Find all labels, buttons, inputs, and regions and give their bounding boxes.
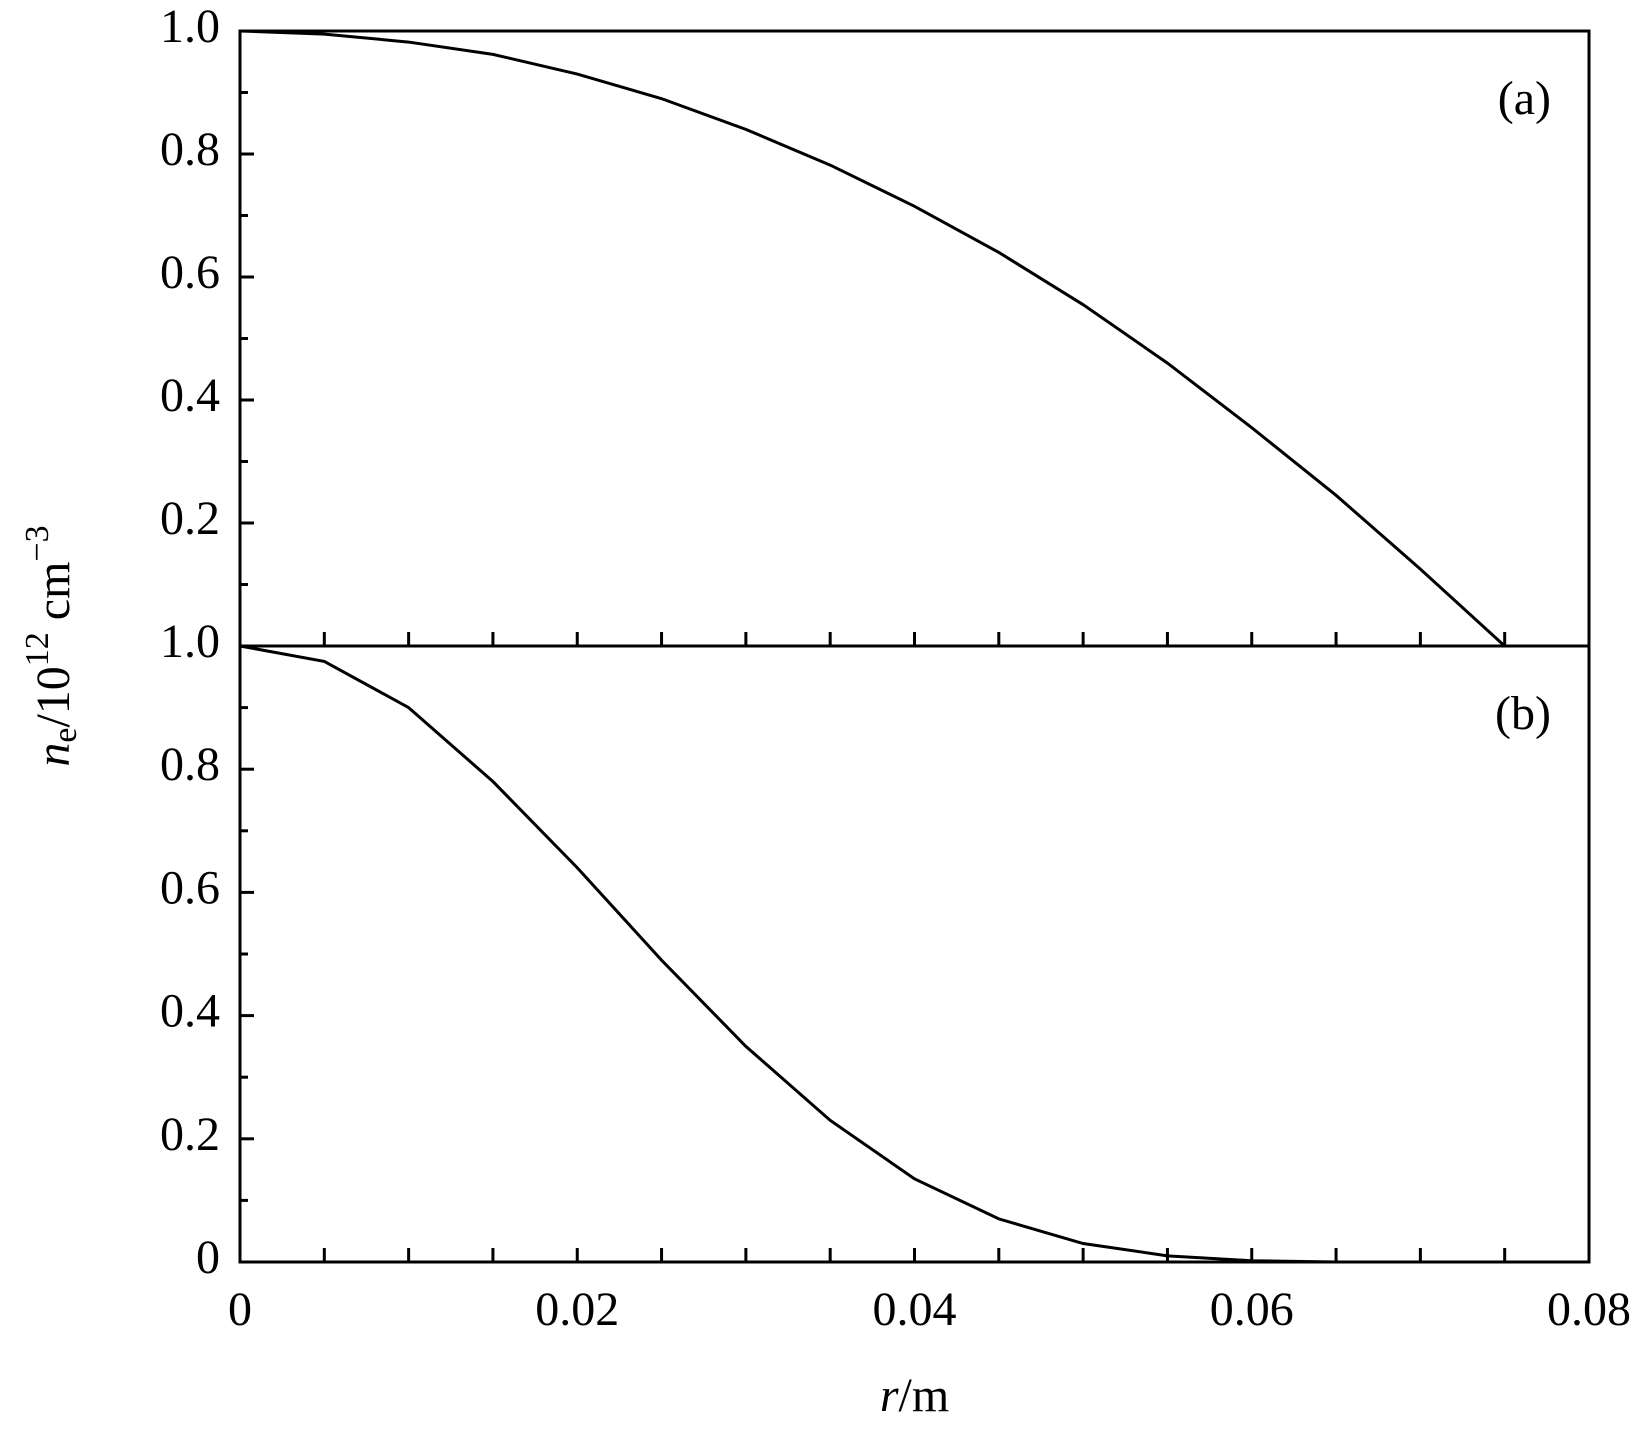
y-tick-label: 0.6 bbox=[160, 246, 220, 299]
panel-label: (a) bbox=[1498, 72, 1551, 125]
y-label-unit: cm bbox=[27, 562, 80, 633]
plot-frame bbox=[238, 29, 1591, 648]
data-line bbox=[239, 29, 1506, 648]
y-tick-label: 0.2 bbox=[160, 1108, 220, 1161]
y-tick-label: 0 bbox=[196, 1231, 220, 1284]
x-tick-label: 0.06 bbox=[1210, 1283, 1294, 1336]
y-label-sub: e bbox=[47, 728, 84, 743]
panel-label: (b) bbox=[1495, 687, 1551, 740]
x-label-unit: /m bbox=[899, 1369, 950, 1422]
x-axis-label: r/m bbox=[880, 1369, 949, 1422]
x-tick-label: 0.02 bbox=[535, 1283, 619, 1336]
y-axis-label: ne/1012 cm−3 bbox=[19, 525, 84, 766]
data-line bbox=[239, 644, 1337, 1264]
x-tick-label: 0.04 bbox=[873, 1283, 957, 1336]
y-tick-label: 0.8 bbox=[160, 738, 220, 791]
x-tick-label: 0 bbox=[228, 1283, 252, 1336]
x-label-var: r bbox=[880, 1369, 899, 1422]
y-tick-label: 1.0 bbox=[160, 615, 220, 668]
y-tick-label: 1.0 bbox=[160, 0, 220, 53]
y-label-sup: 12 bbox=[19, 632, 56, 666]
y-tick-label: 0.4 bbox=[160, 985, 220, 1038]
x-tick-label: 0.08 bbox=[1547, 1283, 1631, 1336]
y-label-mid: /10 bbox=[27, 666, 80, 727]
y-tick-label: 0.4 bbox=[160, 369, 220, 422]
y-tick-label: 0.2 bbox=[160, 492, 220, 545]
y-tick-label: 0.8 bbox=[160, 123, 220, 176]
y-tick-label: 0.6 bbox=[160, 861, 220, 914]
y-label-var: n bbox=[27, 743, 80, 767]
y-label-sup: −3 bbox=[19, 525, 56, 561]
